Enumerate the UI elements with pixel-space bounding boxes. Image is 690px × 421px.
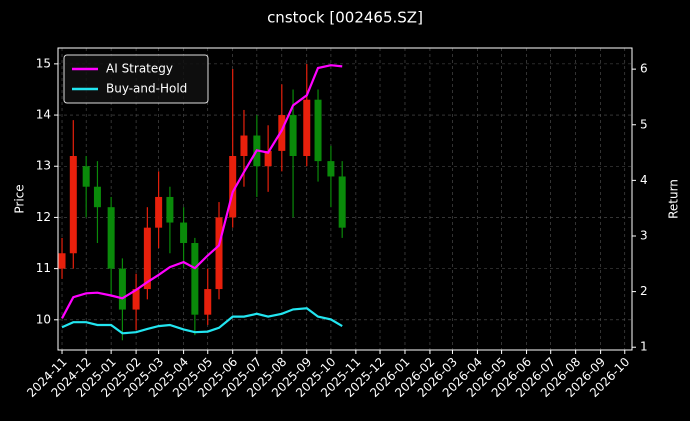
y-tick-label: 15 [36, 56, 51, 70]
legend-label: Buy-and-Hold [106, 82, 187, 96]
y2-tick-label: 1 [640, 340, 648, 354]
legend-box [63, 54, 209, 104]
y-tick-label: 13 [36, 159, 51, 173]
y2-tick-label: 5 [640, 117, 648, 131]
candle-body [204, 289, 212, 315]
candle-body [338, 176, 346, 228]
y2-tick-label: 6 [640, 62, 648, 76]
candle-body [289, 115, 297, 157]
candle-body [155, 196, 163, 228]
plot-frame [57, 47, 633, 351]
candle-body [143, 227, 151, 290]
legend-label: AI Strategy [106, 62, 173, 76]
y-tick-label: 12 [36, 210, 51, 224]
candle-body [180, 222, 188, 244]
candle-body [303, 99, 311, 157]
y-axis-label: Price [13, 184, 27, 213]
candle-body [58, 253, 66, 269]
return-line [61, 307, 343, 335]
y2-tick-label: 4 [640, 173, 648, 187]
y-tick-label: 14 [36, 108, 51, 122]
candle-body [82, 166, 90, 187]
candle-body [132, 289, 140, 310]
y2-tick-label: 3 [640, 228, 648, 242]
y2-tick-label: 2 [640, 284, 648, 298]
candle-body [166, 196, 174, 223]
y-tick-label: 11 [36, 261, 51, 275]
candle-body [327, 161, 335, 177]
candle-body [93, 186, 101, 208]
candle-body [191, 243, 199, 315]
y-tick-label: 10 [36, 312, 51, 326]
y2-axis-label: Return [667, 179, 681, 219]
candle-body [240, 135, 248, 157]
return-line [61, 64, 343, 319]
candle-body [215, 217, 223, 290]
candle-body [314, 99, 322, 162]
candle-body [278, 115, 286, 151]
candle-body [229, 156, 237, 218]
candle-body [264, 150, 272, 167]
chart-title: cnstock [002465.SZ] [267, 9, 423, 27]
candle-body [118, 268, 126, 310]
candle-body [107, 207, 115, 269]
candle-body [69, 156, 77, 254]
